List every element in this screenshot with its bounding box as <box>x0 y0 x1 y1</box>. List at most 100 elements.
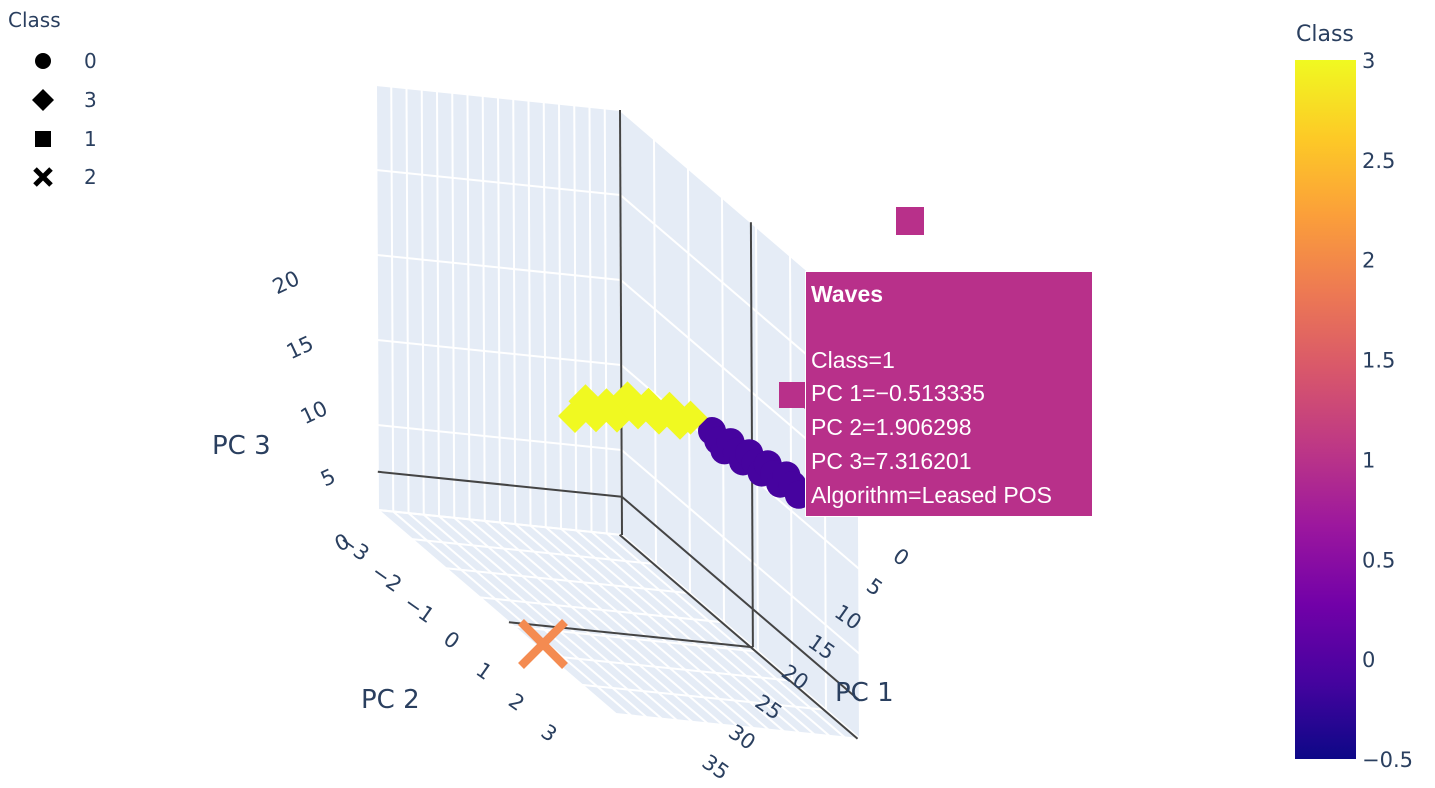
grid-line <box>481 95 486 521</box>
grid-line <box>453 517 693 723</box>
colorbar-title: Class <box>1296 22 1354 47</box>
legend-item-2[interactable]: 2 <box>30 164 120 194</box>
grid-line <box>687 168 691 594</box>
legend-item-label: 0 <box>84 49 97 73</box>
zero-line <box>621 495 861 702</box>
grid-line <box>375 84 379 511</box>
colorbar-tick: 0.5 <box>1362 548 1395 572</box>
grid-line <box>390 86 395 512</box>
grid-line <box>423 513 663 720</box>
class-3-point <box>673 400 708 435</box>
grid-line <box>603 108 608 534</box>
pc1-tick: 5 <box>862 574 887 601</box>
grid-line <box>376 169 621 196</box>
grid-line <box>407 512 648 718</box>
zero-line <box>508 621 754 649</box>
tooltip-line: PC 3=7.316201 <box>811 448 972 474</box>
grid-line <box>514 523 754 729</box>
tooltip-title: Waves <box>811 281 884 307</box>
tooltip-line: Algorithm=Leased POS <box>811 482 1052 508</box>
zero-lines <box>377 109 861 740</box>
grid-line <box>377 339 622 366</box>
axis-titles: PC 1 PC 2 PC 3 <box>212 431 894 715</box>
colorbar-tick: 3 <box>1362 49 1375 73</box>
grid-line <box>392 510 632 717</box>
pc2-axis-title: PC 2 <box>361 685 420 715</box>
legend-item-3[interactable]: 3 <box>30 87 120 117</box>
pc2-tick: −2 <box>367 560 406 597</box>
colorbar-tick: −0.5 <box>1362 748 1413 772</box>
pc1-tick: 0 <box>889 544 914 571</box>
grid-line <box>545 526 785 732</box>
grid-line <box>377 424 622 451</box>
grid-line <box>436 91 440 517</box>
circle-icon <box>35 53 51 69</box>
tooltip-line: Class=1 <box>811 347 895 373</box>
grid-line <box>653 139 657 565</box>
pc2-tick: 0 <box>439 627 464 654</box>
pc3-tick: 10 <box>297 396 331 429</box>
legend-title: Class <box>8 8 61 32</box>
pc3-tick: 15 <box>283 331 317 364</box>
pc2-tick: 1 <box>472 658 497 685</box>
grid-line <box>420 89 425 515</box>
grid-line <box>377 509 617 715</box>
grid-line <box>581 683 827 711</box>
grid-line <box>615 713 861 740</box>
pc1-axis-title: PC 1 <box>835 678 894 708</box>
grid-line <box>479 596 725 624</box>
legend-item-1[interactable]: 1 <box>30 126 120 156</box>
colorbar-tick: 2 <box>1362 249 1375 273</box>
colorbar-tick: 1.5 <box>1362 349 1395 373</box>
grid-line <box>451 92 456 518</box>
colorbar-tick: 2.5 <box>1362 149 1395 173</box>
legend-item-label: 2 <box>84 165 97 189</box>
square-icon <box>35 131 51 147</box>
zero-line <box>618 533 859 740</box>
grid-line <box>575 529 815 736</box>
colorbar-tick: 1 <box>1362 448 1375 472</box>
grid-line <box>588 106 593 532</box>
colorbar-gradient <box>1295 60 1356 759</box>
grid-line <box>590 531 831 737</box>
grid-line <box>621 534 861 740</box>
class-1-point <box>896 207 924 235</box>
grid-line <box>547 654 793 682</box>
zero-line <box>377 470 622 498</box>
pc2-tick: −1 <box>399 591 438 628</box>
grid-line <box>445 567 691 595</box>
grid-line <box>573 105 578 531</box>
grid-line <box>558 103 562 529</box>
colorbar-tick: 0 <box>1362 648 1375 672</box>
grid-line <box>527 100 532 526</box>
pc3-tick: 5 <box>317 464 339 491</box>
grid-line <box>438 515 678 722</box>
tooltip-line: PC 1=−0.513335 <box>811 380 985 406</box>
hover-tooltip: Waves Class=1 PC 1=−0.513335 PC 2=1.9062… <box>805 271 1093 517</box>
grid-line <box>377 509 623 536</box>
pc3-axis-title: PC 3 <box>212 431 271 461</box>
grid-line <box>375 84 621 111</box>
grid-line <box>606 532 846 739</box>
grid-line <box>466 94 471 520</box>
markers <box>518 207 924 669</box>
zero-line <box>619 109 623 536</box>
grid-line <box>497 97 501 523</box>
legend-item-0[interactable]: 0 <box>30 48 120 78</box>
grid-line <box>721 197 725 623</box>
pc1-tick: 35 <box>698 750 734 785</box>
grid-line <box>499 521 739 728</box>
grid-line <box>529 524 770 731</box>
grid-line <box>411 538 657 566</box>
back-wall-pc2 <box>620 110 860 739</box>
diamond-icon <box>32 89 54 111</box>
zero-line <box>749 222 754 648</box>
pc3-tick: 20 <box>269 266 303 299</box>
grid-line <box>512 99 517 525</box>
grid-line <box>468 518 709 725</box>
pc2-tick: 3 <box>537 720 562 747</box>
grid-line <box>376 254 621 281</box>
legend-item-label: 1 <box>84 127 97 151</box>
grid-line <box>560 527 800 734</box>
